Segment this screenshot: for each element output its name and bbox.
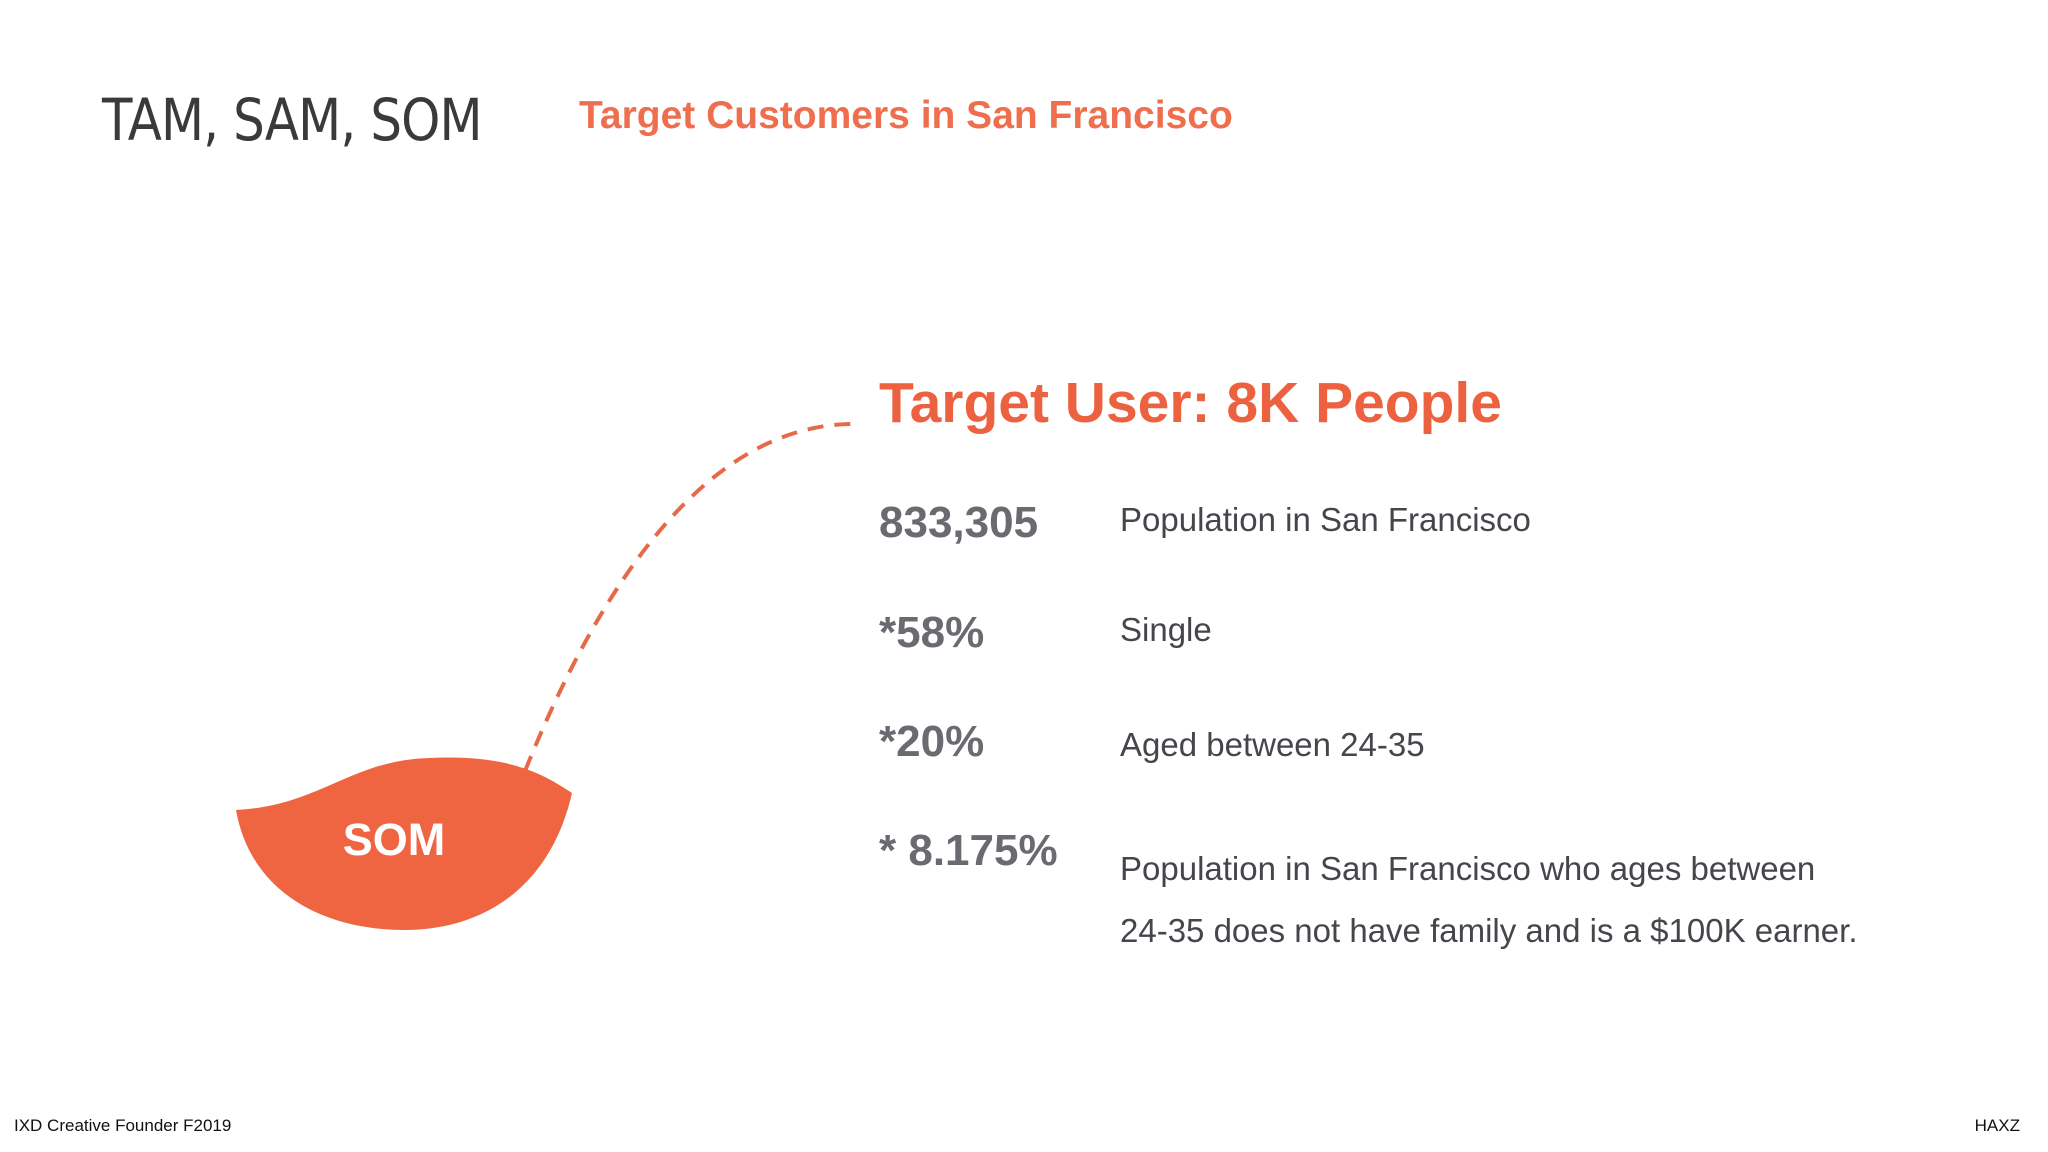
slide-title: TAM, SAM, SOM xyxy=(102,86,483,154)
stat-desc-age: Aged between 24-35 xyxy=(1120,726,1425,763)
stat-desc-single: Single xyxy=(1120,611,1212,648)
stat-value-target: * 8.175% xyxy=(879,826,1058,875)
som-segment-label: SOM xyxy=(343,814,446,865)
footer-brand-label: HAXZ xyxy=(1974,1116,2020,1135)
stat-desc-population: Population in San Francisco xyxy=(1120,501,1531,538)
footer-course-label: IXD Creative Founder F2019 xyxy=(14,1116,232,1135)
som-segment-shape xyxy=(236,757,572,930)
target-user-headline: Target User: 8K People xyxy=(879,371,1502,435)
stat-value-age: *20% xyxy=(879,717,985,766)
slide-subtitle: Target Customers in San Francisco xyxy=(579,94,1233,137)
connector-dashed-line xyxy=(523,421,861,772)
stat-desc-target-line2: 24-35 does not have family and is a $100… xyxy=(1120,912,1858,949)
stat-value-single: *58% xyxy=(879,608,985,657)
stat-desc-target-line1: Population in San Francisco who ages bet… xyxy=(1120,850,1816,887)
stat-value-population: 833,305 xyxy=(879,498,1039,547)
